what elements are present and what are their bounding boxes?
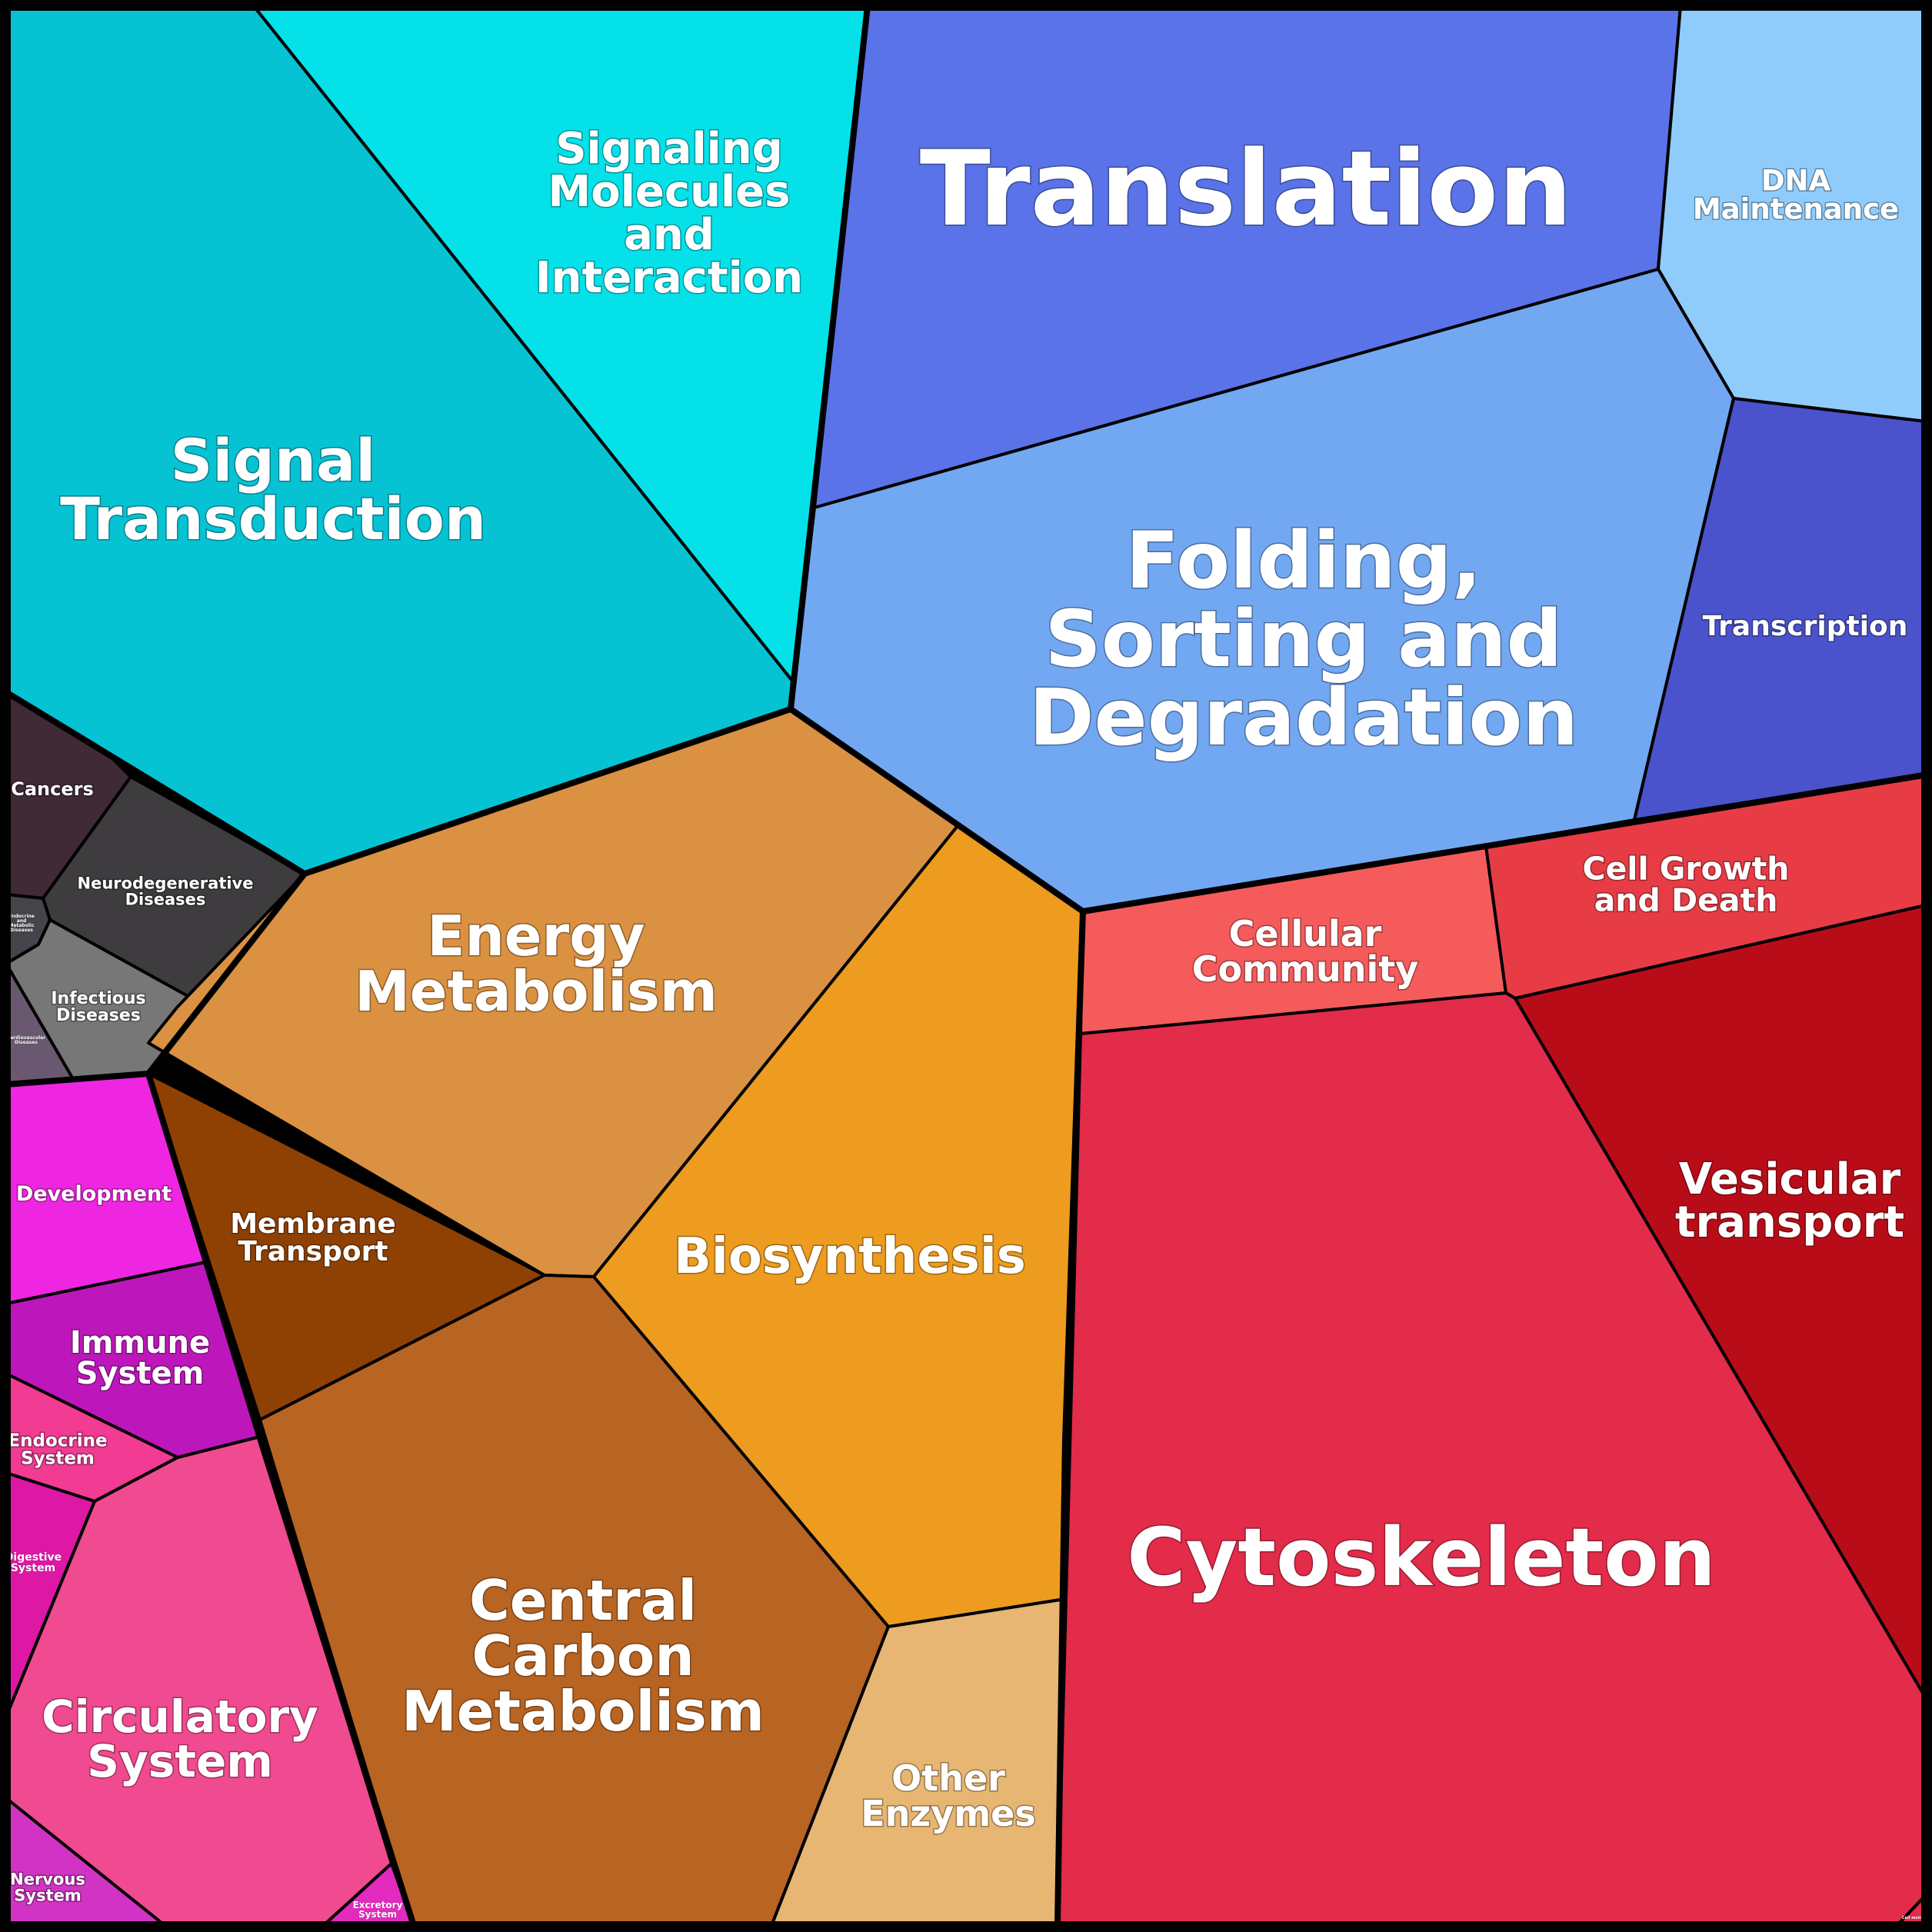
label-line: Other xyxy=(891,1757,1005,1799)
label-line: System xyxy=(87,1735,273,1787)
label-line: Molecules xyxy=(548,167,791,217)
label-line: Metabolic xyxy=(8,923,34,928)
label-circulatory-system: Circulatory System xyxy=(42,1690,318,1787)
label-cancers: Cancers xyxy=(11,778,94,800)
label-line: Endocrine xyxy=(8,1431,107,1451)
label-membrane-transport: Membrane Transport xyxy=(230,1208,396,1267)
label-development: Development xyxy=(16,1182,172,1206)
label-line: Biosynthesis xyxy=(674,1228,1026,1285)
label-signaling-molecules: Signaling Molecules and Interaction xyxy=(535,124,803,303)
label-line: Cell motility xyxy=(1902,1916,1929,1920)
label-line: Cellular xyxy=(1229,913,1382,954)
label-folding-sorting: Folding, Sorting and Degradation xyxy=(1029,515,1578,764)
label-line: and Death xyxy=(1594,882,1778,919)
group-borders xyxy=(4,5,1929,1927)
label-line: Metabolism xyxy=(401,1679,764,1744)
label-line: Transport xyxy=(238,1236,388,1267)
label-cellular-community: Cellular Community xyxy=(1192,913,1418,990)
label-line: Energy xyxy=(427,904,645,968)
label-line: Endocrine xyxy=(8,914,35,919)
label-line: Circulatory xyxy=(42,1690,318,1743)
label-line: Signal xyxy=(171,426,376,495)
label-immune-system: Immune System xyxy=(70,1325,210,1391)
label-neurodegenerative: Neurodegenerative Diseases xyxy=(78,874,254,909)
label-line: Folding, xyxy=(1126,515,1482,607)
label-line: Transcription xyxy=(1703,611,1908,642)
label-dna-maintenance: DNA Maintenance xyxy=(1693,164,1899,225)
cells-layer xyxy=(5,5,1927,1927)
label-line: System xyxy=(76,1356,205,1391)
label-line: Degradation xyxy=(1029,672,1578,764)
label-line: Signaling xyxy=(555,124,783,174)
label-line: Membrane xyxy=(230,1208,396,1240)
label-line: and xyxy=(624,210,715,260)
label-vesicular-transport: Vesicular transport xyxy=(1675,1154,1904,1247)
label-infectious: Infectious Diseases xyxy=(51,989,145,1025)
label-line: Carbon xyxy=(471,1624,694,1688)
label-line: Diseases xyxy=(125,891,206,909)
label-line: Enzymes xyxy=(861,1793,1035,1834)
label-central-carbon: Central Carbon Metabolism xyxy=(401,1568,764,1744)
label-line: Immune xyxy=(70,1325,210,1361)
label-line: Nervous xyxy=(10,1870,85,1889)
label-nervous-system: Nervous System xyxy=(10,1870,85,1905)
label-line: Neurodegenerative xyxy=(78,874,254,893)
label-line: Diseases xyxy=(10,928,33,933)
label-line: System xyxy=(21,1448,95,1468)
label-line: Cell Growth xyxy=(1583,851,1790,888)
label-line: Community xyxy=(1192,948,1418,990)
label-transcription: Transcription xyxy=(1703,611,1908,642)
label-line: Metabolism xyxy=(355,959,718,1024)
label-other-enzymes: Other Enzymes xyxy=(861,1757,1035,1834)
label-cell-growth: Cell Growth and Death xyxy=(1583,851,1790,919)
label-line: Infectious xyxy=(51,989,145,1008)
label-line: DNA xyxy=(1761,164,1831,197)
label-biosynthesis: Biosynthesis xyxy=(674,1228,1026,1285)
label-line: Cancers xyxy=(11,778,94,800)
label-endocrine-metabolic: Endocrine and Metabolic Diseases xyxy=(8,914,35,933)
label-cardiovascular: Cardiovascular Diseases xyxy=(7,1035,45,1045)
label-line: Development xyxy=(16,1182,172,1206)
label-cytoskeleton: Cytoskeleton xyxy=(1127,1511,1715,1604)
label-line: Transduction xyxy=(60,485,486,553)
label-line: Maintenance xyxy=(1693,192,1899,225)
label-energy-metabolism: Energy Metabolism xyxy=(355,904,718,1024)
label-line: Vesicular xyxy=(1679,1154,1901,1204)
label-line: Digestive xyxy=(5,1551,62,1564)
label-line: Translation xyxy=(920,128,1572,249)
label-endocrine-system: Endocrine System xyxy=(8,1431,107,1468)
label-cell-motility: Cell motility xyxy=(1902,1916,1929,1920)
label-translation: Translation xyxy=(920,128,1572,249)
label-digestive-system: Digestive System xyxy=(5,1551,62,1574)
label-line: Diseases xyxy=(15,1040,38,1045)
label-line: Diseases xyxy=(56,1006,141,1025)
label-line: System xyxy=(11,1562,55,1574)
label-line: Cytoskeleton xyxy=(1127,1511,1715,1604)
label-line: Central xyxy=(469,1568,697,1633)
label-line: System xyxy=(14,1887,81,1905)
label-excretory-system: Excretory System xyxy=(353,1900,403,1920)
label-line: and xyxy=(17,918,27,924)
label-line: Excretory xyxy=(353,1900,403,1910)
label-line: System xyxy=(358,1909,397,1920)
label-line: transport xyxy=(1675,1198,1904,1247)
label-line: Interaction xyxy=(535,253,803,303)
label-line: Sorting and xyxy=(1044,594,1562,685)
label-line: Cardiovascular xyxy=(7,1035,45,1041)
label-signal-transduction: Signal Transduction xyxy=(60,426,486,553)
